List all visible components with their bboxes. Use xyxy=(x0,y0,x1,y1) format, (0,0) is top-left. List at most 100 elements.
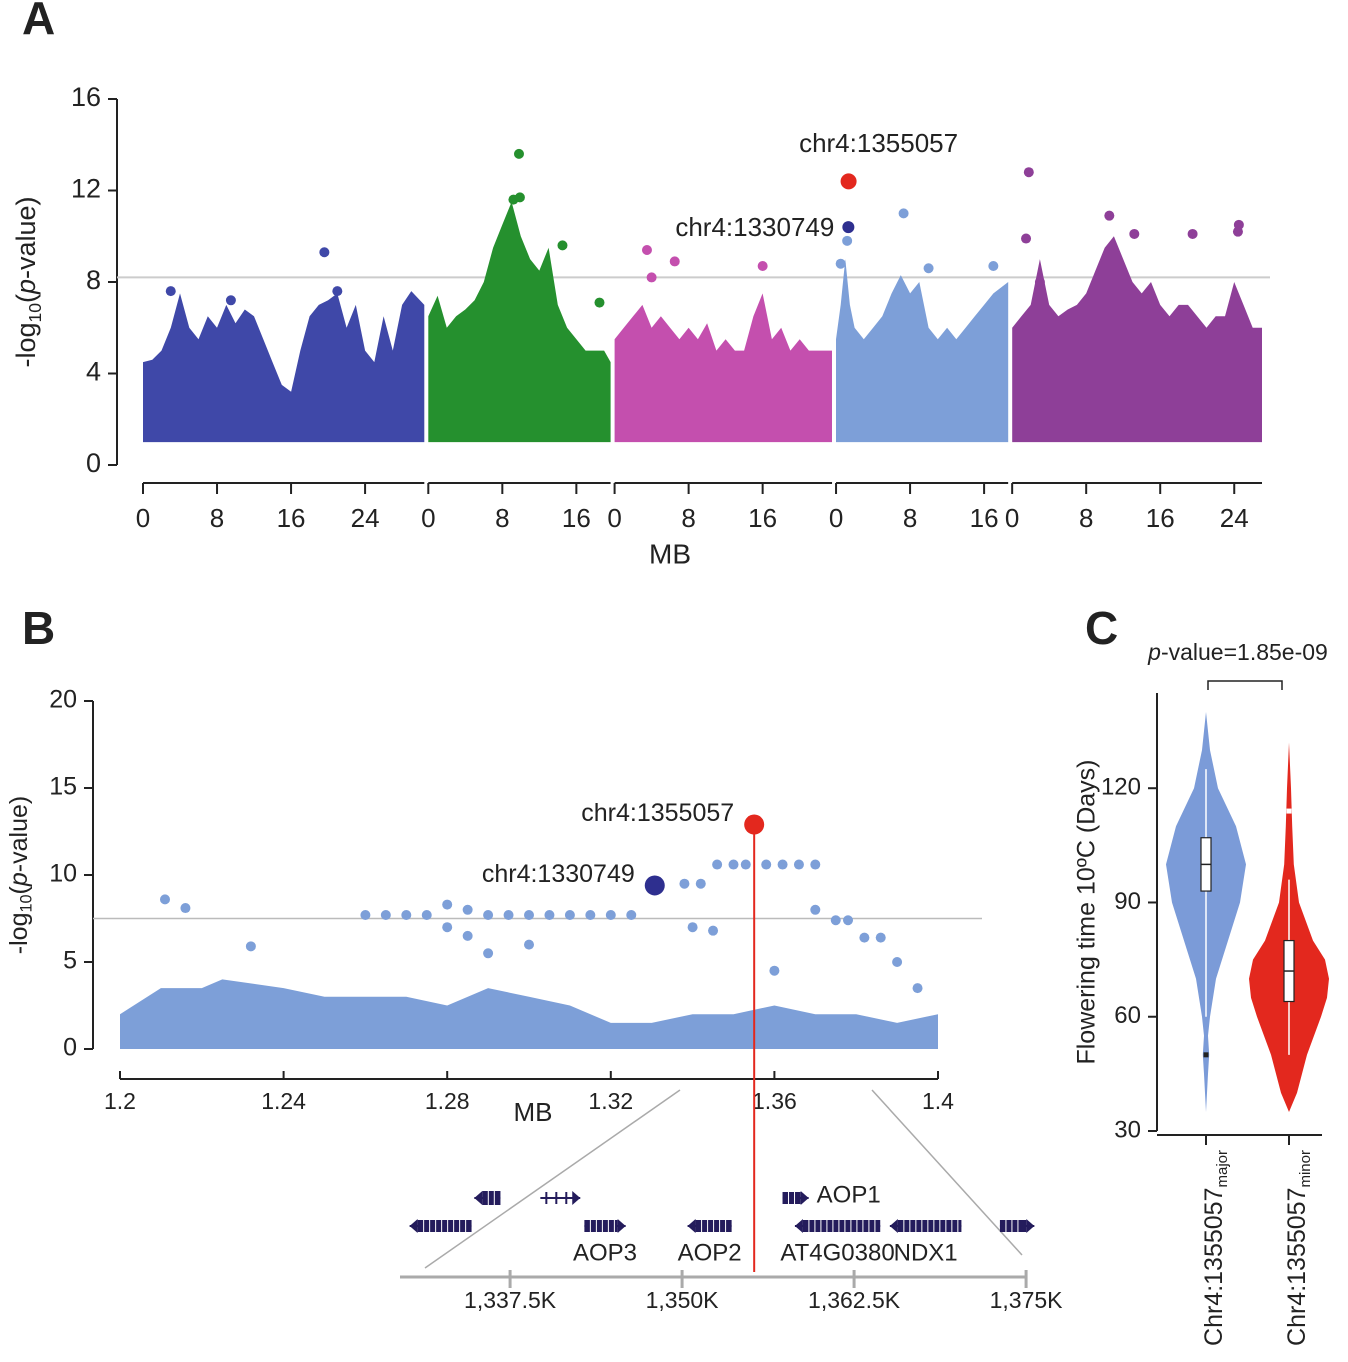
snp-point xyxy=(810,904,821,915)
snp-point xyxy=(757,260,768,271)
highlight-point xyxy=(644,875,665,896)
snp-point xyxy=(830,915,841,926)
x-tick-label: Chr4:1355057minor xyxy=(1283,1150,1314,1346)
gene-exon xyxy=(782,1192,801,1204)
snp-point xyxy=(626,910,637,921)
x-tick-label-sub: minor xyxy=(1297,1150,1314,1188)
panel-letter: C xyxy=(1085,602,1118,654)
zoom-line xyxy=(871,1089,1023,1256)
snp-point xyxy=(712,859,723,870)
snp-point xyxy=(564,910,575,921)
snp-point xyxy=(641,244,652,255)
y-tick-label: 30 xyxy=(1114,1116,1141,1143)
snp-point xyxy=(225,295,236,306)
snp-point xyxy=(898,208,909,219)
gene-strand-arrow xyxy=(889,1219,898,1233)
snp-point xyxy=(180,903,191,914)
snp-point xyxy=(988,260,999,271)
snp-point xyxy=(585,910,596,921)
snp-point xyxy=(769,965,780,976)
highlight-label: chr4:1330749 xyxy=(482,860,635,888)
snp-point xyxy=(695,878,706,889)
panel-letter: A xyxy=(22,0,55,44)
snp-point xyxy=(708,925,719,936)
snp-cloud xyxy=(120,979,938,1049)
panel-letter: B xyxy=(22,602,55,654)
y-axis-label-part: ( xyxy=(11,294,41,303)
snp-point xyxy=(513,148,524,159)
x-tick-label: 1.28 xyxy=(425,1088,470,1114)
x-tick-label: 1.36 xyxy=(752,1088,797,1114)
y-tick-label: 5 xyxy=(63,947,77,975)
y-axis-label-part: 10 xyxy=(18,894,36,912)
snp-point xyxy=(859,932,870,943)
gene-label: AOP1 xyxy=(817,1181,881,1208)
snp-point xyxy=(761,859,772,870)
x-tick-label: 24 xyxy=(1220,503,1249,533)
y-axis-label: Flowering time 10ºC (Days) xyxy=(1073,759,1101,1064)
gene-strand-arrow xyxy=(687,1219,696,1233)
outlier xyxy=(1286,808,1292,814)
snp-point xyxy=(1232,226,1243,237)
y-axis-label-part: ( xyxy=(5,885,33,894)
x-tick-label: 1.2 xyxy=(104,1088,136,1114)
snp-point xyxy=(524,939,534,950)
snp-point xyxy=(594,297,605,308)
gene-axis-label: 1,362.5K xyxy=(808,1287,901,1313)
y-tick-label: 60 xyxy=(1114,1002,1141,1029)
y-axis-label: -log10(p-value) xyxy=(5,796,36,954)
y-axis-label-part: -log xyxy=(11,323,41,368)
y-tick-label: 12 xyxy=(71,174,101,204)
gene-strand-arrow xyxy=(409,1219,418,1233)
y-tick-label: 4 xyxy=(86,357,101,387)
stat-label-part: p xyxy=(1147,639,1161,665)
y-tick-label: 8 xyxy=(86,265,101,295)
x-tick-label: 16 xyxy=(277,503,306,533)
x-tick-label: 8 xyxy=(681,503,695,533)
gene-exon xyxy=(999,1220,1027,1232)
x-tick-label: 0 xyxy=(421,503,435,533)
snp-point xyxy=(442,922,453,933)
gene-strand-arrow xyxy=(794,1219,803,1233)
y-axis-label-part: p xyxy=(5,872,33,887)
y-tick-label: 0 xyxy=(63,1034,77,1062)
stat-label: p-value=1.85e-09 xyxy=(1147,639,1328,665)
snp-point xyxy=(605,910,616,921)
snp-point xyxy=(557,240,568,251)
snp-point xyxy=(842,235,853,246)
snp-point xyxy=(503,910,514,921)
x-tick-label-sub: major xyxy=(1214,1150,1231,1188)
snp-point xyxy=(483,910,494,921)
snp-point xyxy=(380,910,391,921)
gene-exon xyxy=(584,1220,618,1232)
snp-point xyxy=(332,286,343,297)
snp-point xyxy=(524,910,534,921)
y-tick-label: 20 xyxy=(49,686,77,714)
snp-cloud xyxy=(836,259,1009,443)
snp-cloud xyxy=(614,293,832,443)
y-axis-label-part: -value) xyxy=(11,196,41,279)
x-tick-label: 1.32 xyxy=(588,1088,633,1114)
highlight-point xyxy=(744,814,765,835)
snp-point xyxy=(875,932,886,943)
snp-point xyxy=(912,983,923,994)
snp-point xyxy=(793,859,804,870)
y-axis-label-part: -log xyxy=(5,913,33,955)
gene-axis-label: 1,375K xyxy=(990,1287,1064,1313)
snp-point xyxy=(1187,228,1198,239)
snp-point xyxy=(483,948,494,959)
highlight-point xyxy=(842,221,855,234)
y-tick-label: 0 xyxy=(86,448,101,478)
zoom-line xyxy=(424,1089,681,1269)
x-tick-label: 8 xyxy=(903,503,917,533)
gene-strand-arrow xyxy=(617,1219,626,1233)
x-tick-label: 0 xyxy=(607,503,621,533)
snp-point xyxy=(421,910,432,921)
y-axis-label-part: -value) xyxy=(5,796,33,872)
snp-point xyxy=(544,910,555,921)
x-tick-label: 0 xyxy=(136,503,150,533)
x-tick-label: 8 xyxy=(495,503,509,533)
snp-point xyxy=(835,258,846,269)
snp-point xyxy=(504,219,515,230)
